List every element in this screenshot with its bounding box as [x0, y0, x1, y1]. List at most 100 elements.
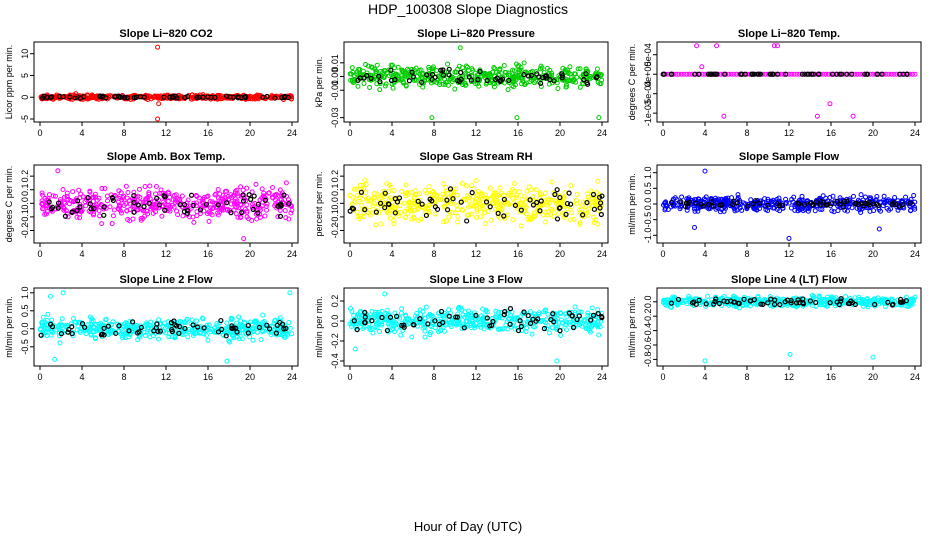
data-point-highlight	[362, 309, 368, 315]
data-point	[735, 192, 741, 198]
data-point	[159, 213, 165, 219]
data-point-highlight	[799, 71, 805, 77]
data-point	[524, 188, 530, 194]
y-axis-label: ml/min per min.	[627, 173, 637, 235]
data-point	[199, 199, 205, 205]
data-point-highlight	[446, 313, 452, 319]
data-point	[382, 83, 388, 89]
data-point-highlight	[394, 313, 400, 320]
data-point-highlight	[765, 202, 771, 208]
data-point-highlight	[660, 71, 666, 77]
data-point	[886, 71, 892, 77]
data-point-highlight	[907, 200, 913, 206]
data-point	[509, 322, 515, 328]
data-point-highlight	[234, 329, 240, 335]
x-tick-label: 24	[287, 372, 297, 382]
data-point-highlight	[502, 309, 508, 315]
data-point-highlight	[458, 69, 464, 76]
x-tick-label: 24	[287, 128, 297, 138]
x-tick-label: 12	[784, 372, 794, 382]
data-point	[213, 191, 219, 197]
data-point	[77, 202, 83, 208]
data-point	[249, 189, 255, 195]
data-point-highlight	[438, 67, 444, 73]
y-tick-label: -0.2	[330, 223, 340, 239]
data-point	[420, 204, 426, 210]
data-point	[462, 82, 468, 88]
data-point	[142, 184, 148, 190]
data-point-highlight	[550, 311, 556, 317]
data-point	[539, 318, 545, 324]
data-point	[703, 303, 709, 309]
data-point	[442, 81, 448, 87]
data-point-highlight	[827, 300, 833, 306]
data-point-highlight	[742, 71, 748, 77]
data-point-highlight	[122, 94, 128, 101]
data-point	[466, 198, 472, 204]
data-point-highlight	[74, 207, 80, 214]
data-point	[395, 64, 401, 70]
data-point	[200, 198, 206, 204]
data-point	[568, 183, 574, 189]
data-point	[762, 196, 768, 202]
y-tick-label: -1e-03	[643, 100, 653, 126]
data-point-highlight	[682, 203, 688, 210]
data-point	[172, 334, 178, 340]
data-point	[572, 71, 578, 77]
data-point-highlight	[793, 300, 800, 306]
data-point	[250, 326, 256, 332]
data-point	[819, 206, 825, 212]
data-point	[722, 205, 728, 211]
data-point	[800, 303, 806, 309]
data-point-highlight	[453, 314, 459, 320]
data-point	[194, 200, 200, 206]
data-point	[224, 188, 230, 194]
data-point	[131, 189, 137, 195]
data-point-highlight	[576, 313, 582, 319]
data-point-highlight	[219, 326, 225, 332]
data-point	[731, 71, 737, 77]
data-point	[242, 325, 248, 331]
data-point	[437, 313, 443, 319]
data-point	[465, 204, 471, 210]
data-point-highlight	[156, 202, 163, 208]
data-point	[351, 312, 357, 318]
data-point-highlight	[401, 324, 407, 330]
data-point	[373, 69, 379, 75]
data-point	[116, 188, 122, 194]
data-point-highlight	[713, 296, 719, 302]
data-point	[537, 192, 543, 198]
data-point-highlight	[855, 201, 862, 207]
data-point	[426, 202, 432, 208]
data-point	[88, 332, 94, 338]
data-point-highlight	[66, 326, 72, 333]
data-point	[394, 71, 400, 77]
y-tick-label: 0.1	[20, 183, 30, 196]
data-point	[492, 206, 498, 212]
data-point	[273, 332, 279, 338]
y-tick-label: -0.1	[20, 209, 30, 225]
data-point	[205, 193, 211, 199]
data-point	[240, 187, 246, 193]
data-point-highlight	[146, 200, 152, 206]
data-point	[857, 71, 863, 77]
data-point	[215, 195, 221, 201]
data-point	[384, 308, 390, 314]
data-point	[674, 302, 680, 308]
data-point	[731, 206, 737, 212]
data-point	[499, 206, 505, 212]
data-point-highlight	[401, 322, 407, 328]
data-point	[818, 301, 824, 307]
data-point	[78, 191, 84, 197]
data-point	[907, 203, 913, 209]
data-point	[58, 323, 64, 329]
data-point	[362, 177, 368, 183]
data-point-highlight	[788, 300, 794, 306]
data-point	[398, 189, 404, 195]
data-point	[797, 71, 802, 77]
y-tick-label: 0.0	[643, 296, 653, 309]
data-point-highlight	[215, 329, 222, 335]
data-point	[684, 207, 690, 213]
data-point-highlight	[839, 71, 845, 77]
